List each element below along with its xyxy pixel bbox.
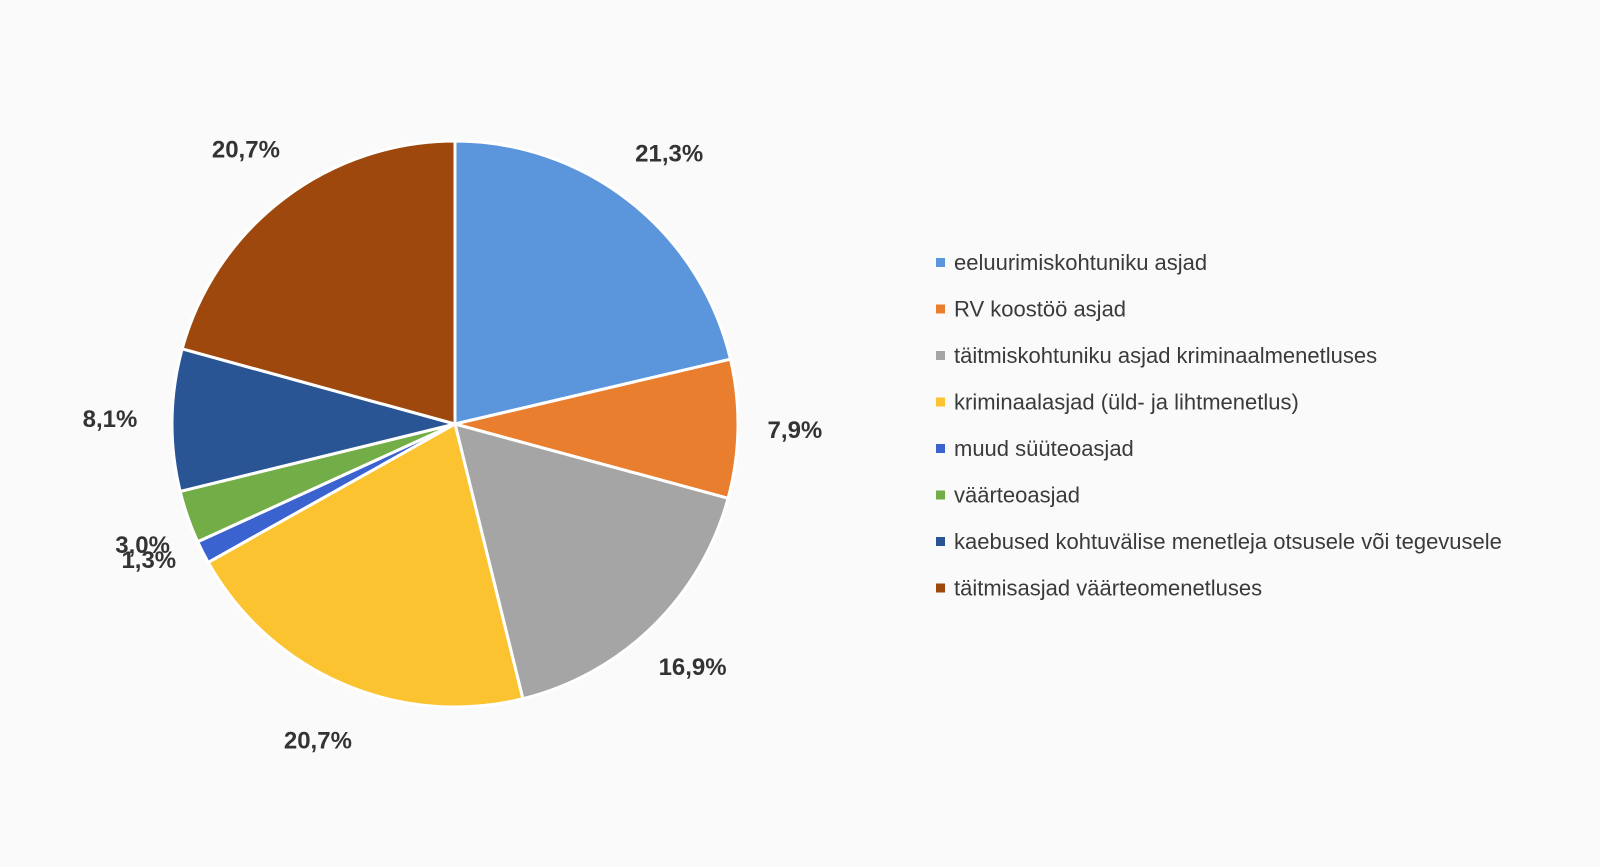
- pie-data-labels: 21,3% 7,9% 16,9% 20,7% 1,3%3,0% 8,1% 20,7%: [83, 137, 823, 755]
- pie-slice: [453, 422, 730, 701]
- legend-label: täitmiskohtuniku asjad kriminaalmenetlus…: [954, 343, 1377, 368]
- pie-data-label: 21,3%: [635, 141, 703, 168]
- legend-label: kriminaalasjad (üld- ja lihtmenetlus): [954, 390, 1299, 415]
- legend-swatch: [936, 583, 945, 593]
- pie-data-label: 8,1%: [83, 406, 138, 433]
- legend-label: täitmisasjad väärteomenetluses: [954, 576, 1262, 601]
- legend-label: RV koostöö asjad: [954, 297, 1126, 322]
- legend-swatch: [936, 490, 945, 500]
- legend-swatch: [936, 351, 945, 360]
- pie-slice: [180, 139, 457, 426]
- legend-label: väärteoasjad: [954, 483, 1080, 508]
- legend-swatch: [936, 537, 945, 546]
- pie-slices: [170, 139, 740, 709]
- pie-data-label: 7,9%: [768, 417, 823, 444]
- pie-data-label: 20,7%: [284, 728, 352, 755]
- legend-label: kaebused kohtuvälise menetleja otsusele …: [954, 529, 1502, 554]
- legend-swatch: [936, 397, 945, 407]
- legend-swatch: [936, 304, 945, 314]
- pie-slice: [453, 357, 740, 500]
- legend-label: eeluurimiskohtuniku asjad: [954, 250, 1207, 275]
- legend: eeluurimiskohtuniku asjad RV koostöö asja…: [936, 250, 1502, 601]
- pie-slice: [206, 422, 525, 709]
- pie-slice: [453, 139, 732, 426]
- pie-data-label: 20,7%: [212, 137, 280, 164]
- pie-data-label: 1,3%: [121, 547, 176, 574]
- legend-swatch: [936, 444, 945, 453]
- legend-label: muud süüteoasjad: [954, 436, 1134, 461]
- legend-swatch: [936, 258, 945, 267]
- pie-slice: [170, 347, 457, 493]
- pie-data-label: 3,0%: [115, 532, 170, 559]
- pie-data-label: 16,9%: [659, 654, 727, 681]
